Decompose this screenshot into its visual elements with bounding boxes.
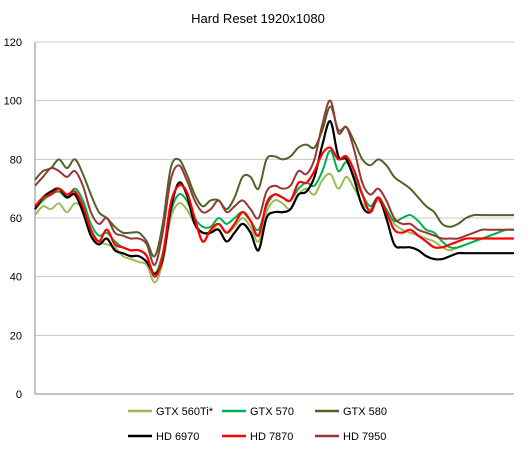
- series-line-gtx-580: [34, 105, 514, 258]
- series-lines: [34, 99, 515, 284]
- y-tick-label: 0: [16, 389, 22, 401]
- y-tick-label: 40: [10, 272, 22, 284]
- legend-entry: HD 7870: [222, 431, 293, 443]
- legend-label: HD 7870: [250, 431, 293, 443]
- y-tick-label: 80: [10, 154, 22, 166]
- chart-title: Hard Reset 1920x1080: [191, 11, 325, 26]
- series-line-hd-7950: [34, 99, 514, 266]
- legend-label: GTX 570: [250, 406, 294, 418]
- legend-label: HD 7950: [343, 431, 386, 443]
- legend-entry: HD 6970: [128, 431, 199, 443]
- y-axis-tick-labels: 0 20 40 60 80 100 120: [4, 37, 22, 401]
- y-tick-label: 120: [4, 37, 22, 49]
- legend-entry: GTX 580: [315, 406, 387, 418]
- legend-entry: HD 7950: [315, 431, 386, 443]
- legend-label: GTX 560Ti*: [156, 406, 214, 418]
- legend-label: GTX 580: [343, 406, 387, 418]
- legend-entry: GTX 560Ti*: [128, 406, 214, 418]
- gridlines: [34, 41, 514, 395]
- y-tick-label: 100: [4, 96, 22, 108]
- legend: GTX 560Ti* GTX 570 GTX 580 HD 6970 HD 7870 HD…: [128, 406, 387, 443]
- series-line-hd-6970: [34, 120, 514, 275]
- legend-label: HD 6970: [156, 431, 199, 443]
- legend-entry: GTX 570: [222, 406, 294, 418]
- series-line-gtx-560ti: [34, 172, 515, 284]
- y-tick-label: 60: [10, 213, 22, 225]
- y-tick-label: 20: [10, 330, 22, 342]
- series-line-hd-7870: [34, 146, 514, 278]
